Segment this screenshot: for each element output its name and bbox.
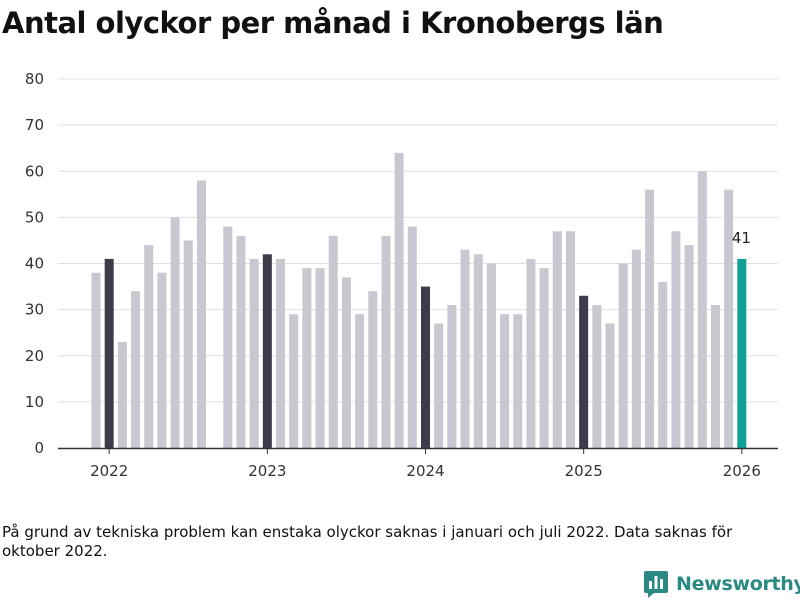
x-tick-label: 2026 bbox=[723, 462, 761, 480]
bar-2022-11[interactable] bbox=[236, 235, 246, 448]
footnote: På grund av tekniska problem kan enstaka… bbox=[2, 523, 733, 560]
bar-2025-08[interactable] bbox=[671, 231, 681, 448]
bar-2024-05[interactable] bbox=[473, 254, 483, 448]
bar-2022-12[interactable] bbox=[249, 258, 259, 448]
bar-2024-01[interactable] bbox=[421, 286, 430, 448]
y-tick-label: 30 bbox=[25, 301, 44, 319]
bars bbox=[91, 152, 747, 449]
bar-2025-06[interactable] bbox=[645, 189, 655, 448]
bar-2025-02[interactable] bbox=[592, 305, 602, 448]
bar-2025-11[interactable] bbox=[710, 305, 720, 448]
bar-2024-02[interactable] bbox=[434, 323, 444, 448]
bar-2023-05[interactable] bbox=[315, 268, 325, 448]
y-tick-label: 50 bbox=[25, 208, 44, 226]
y-tick-label: 0 bbox=[34, 439, 44, 457]
chart-title: Antal olyckor per månad i Kronobergs län bbox=[2, 6, 664, 40]
bar-2025-12[interactable] bbox=[724, 189, 734, 448]
bar-2024-10[interactable] bbox=[539, 268, 549, 448]
bar-2025-07[interactable] bbox=[658, 281, 668, 448]
bar-2023-06[interactable] bbox=[328, 235, 338, 448]
latest-value-label: 41 bbox=[732, 229, 751, 247]
bar-2024-06[interactable] bbox=[486, 263, 496, 449]
data-labels: 41 bbox=[732, 229, 751, 247]
bar-2023-12[interactable] bbox=[407, 226, 417, 448]
bar-2023-07[interactable] bbox=[341, 277, 351, 448]
bar-2023-09[interactable] bbox=[368, 291, 378, 448]
bar-2022-05[interactable] bbox=[157, 272, 167, 448]
bar-2024-12[interactable] bbox=[565, 231, 575, 448]
bar-2025-05[interactable] bbox=[631, 249, 641, 448]
x-tick-label: 2025 bbox=[565, 462, 603, 480]
x-axis: 2022 2023 2024 2025 2026 bbox=[58, 447, 778, 480]
bar-2024-04[interactable] bbox=[460, 249, 470, 448]
bar-2023-11[interactable] bbox=[394, 152, 404, 449]
bar-2022-10[interactable] bbox=[223, 226, 233, 448]
bar-2025-03[interactable] bbox=[605, 323, 615, 448]
bar-2026-01[interactable] bbox=[737, 258, 747, 448]
bar-2021-12[interactable] bbox=[91, 272, 101, 448]
bar-2023-01[interactable] bbox=[262, 254, 272, 448]
bar-2025-04[interactable] bbox=[618, 263, 628, 449]
y-tick-label: 10 bbox=[25, 393, 44, 411]
bar-2025-10[interactable] bbox=[697, 171, 707, 448]
y-tick-label: 80 bbox=[25, 70, 44, 88]
bar-2022-02[interactable] bbox=[117, 341, 127, 448]
y-tick-label: 40 bbox=[25, 255, 44, 273]
bar-2023-02[interactable] bbox=[276, 258, 286, 448]
bar-2022-03[interactable] bbox=[131, 291, 141, 448]
bar-2022-04[interactable] bbox=[144, 245, 154, 448]
bar-2022-07[interactable] bbox=[183, 240, 193, 448]
x-tick-label: 2024 bbox=[406, 462, 444, 480]
y-tick-label: 60 bbox=[25, 162, 44, 180]
newsworthy-logo-icon bbox=[644, 571, 668, 598]
bar-2025-09[interactable] bbox=[684, 245, 694, 448]
bar-2023-10[interactable] bbox=[381, 235, 391, 448]
bar-2024-08[interactable] bbox=[513, 314, 523, 448]
bar-2024-09[interactable] bbox=[526, 258, 536, 448]
y-tick-label: 70 bbox=[25, 116, 44, 134]
bar-2023-03[interactable] bbox=[289, 314, 299, 448]
bar-2024-11[interactable] bbox=[552, 231, 562, 448]
brand-name: Newsworthy bbox=[676, 573, 800, 595]
bar-2023-08[interactable] bbox=[355, 314, 365, 448]
bar-2023-04[interactable] bbox=[302, 268, 312, 448]
bar-2022-01[interactable] bbox=[104, 258, 114, 448]
x-tick-label: 2023 bbox=[248, 462, 286, 480]
y-tick-label: 20 bbox=[25, 347, 44, 365]
bar-2024-03[interactable] bbox=[447, 305, 457, 448]
brand-logo[interactable]: Newsworthy bbox=[644, 570, 800, 598]
x-tick-label: 2022 bbox=[90, 462, 128, 480]
bar-2025-01[interactable] bbox=[579, 295, 589, 448]
bar-2022-06[interactable] bbox=[170, 217, 180, 448]
bar-2022-08[interactable] bbox=[196, 180, 206, 448]
y-axis-ticks: 0 10 20 30 40 50 60 70 80 bbox=[25, 70, 44, 457]
bar-2024-07[interactable] bbox=[500, 314, 510, 448]
